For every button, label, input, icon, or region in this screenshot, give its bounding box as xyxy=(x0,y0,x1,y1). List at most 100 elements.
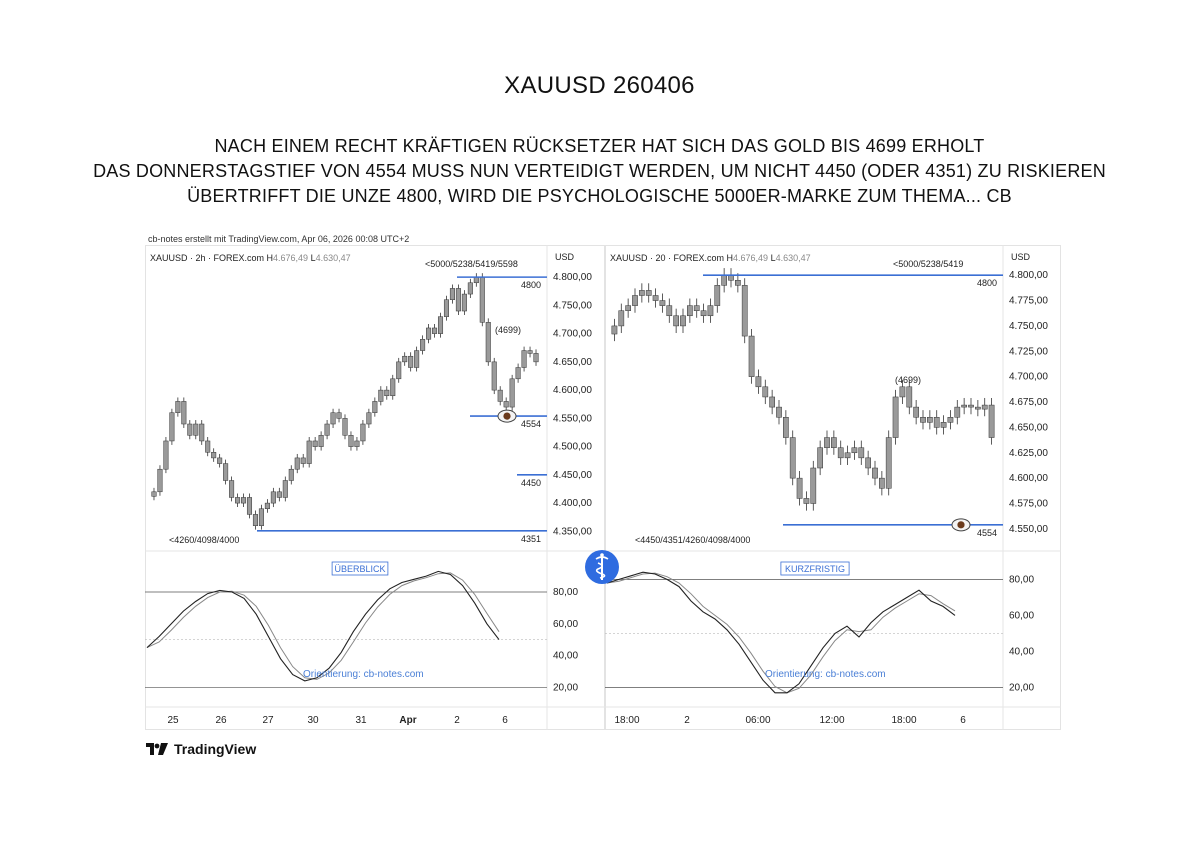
price-bar xyxy=(449,288,455,300)
price-bar xyxy=(402,355,408,363)
price-bar xyxy=(294,457,300,470)
price-bar xyxy=(372,401,378,413)
price-bar xyxy=(735,280,741,286)
y-tick-label: 4.400,00 xyxy=(553,498,592,509)
oscillator-signal-line xyxy=(606,572,956,694)
price-bar xyxy=(348,435,354,447)
oscillator-label: ÜBERBLICK xyxy=(334,564,385,574)
price-bar xyxy=(270,491,276,504)
y-tick-label: 4.450,00 xyxy=(553,470,592,481)
price-bar xyxy=(879,477,885,489)
price-bar xyxy=(899,386,906,398)
price-bar xyxy=(306,440,312,464)
price-bar xyxy=(282,480,288,498)
oscillator-tick-label: 80,00 xyxy=(553,587,578,598)
price-bar xyxy=(906,386,913,408)
y-tick-label: 4.700,00 xyxy=(1009,372,1048,383)
price-bar xyxy=(865,457,871,469)
price-bar xyxy=(354,440,360,447)
chart-panel-right[interactable]: XAUUSD · 20 · FOREX.com H4.676,49 L4.630… xyxy=(605,245,1061,730)
price-bar xyxy=(968,404,974,408)
price-bar xyxy=(229,480,235,498)
price-bar xyxy=(913,406,919,418)
price-bar xyxy=(330,412,336,425)
x-tick-label: 30 xyxy=(307,715,319,726)
y-tick-label: 4.550,00 xyxy=(1009,524,1048,535)
commentary-line-2: DAS DONNERSTAGSTIEF VON 4554 MUSS NUN VE… xyxy=(93,161,1106,181)
price-bar xyxy=(276,491,282,498)
price-bar xyxy=(687,305,693,317)
symbol-header: XAUUSD · 2h · FOREX.com H4.676,49 L4.630… xyxy=(150,253,351,263)
price-bar xyxy=(824,437,830,448)
price-bar xyxy=(831,437,837,448)
price-bar xyxy=(211,452,217,459)
price-bar xyxy=(817,447,823,469)
oscillator-label-box xyxy=(780,561,850,576)
x-tick-label: 6 xyxy=(960,715,966,726)
oscillator-label: KURZFRISTIG xyxy=(785,564,845,574)
price-bar xyxy=(892,396,899,438)
y-tick-label: 4.350,00 xyxy=(553,526,592,537)
price-bar xyxy=(467,282,473,295)
price-bar xyxy=(169,412,175,442)
price-bar xyxy=(618,310,625,327)
price-bar xyxy=(258,508,264,526)
price-bar xyxy=(533,353,539,363)
level-label: 4450 xyxy=(521,478,541,488)
price-bar xyxy=(384,389,390,397)
y-tick-label: 4.800,00 xyxy=(1009,270,1048,281)
price-bar xyxy=(342,418,348,436)
x-tick-label: 26 xyxy=(215,715,227,726)
price-bar xyxy=(366,412,372,425)
x-tick-label: 6 xyxy=(502,715,508,726)
price-bar xyxy=(810,467,817,504)
price-bar xyxy=(975,406,981,410)
y-tick-label: 4.625,00 xyxy=(1009,448,1048,459)
price-bar xyxy=(432,327,438,334)
price-bar xyxy=(755,376,762,388)
oscillator-watermark: Orientierung: cb-notes.com xyxy=(765,669,886,680)
price-bar xyxy=(521,350,527,368)
eye-pupil xyxy=(503,412,511,420)
commentary-line-1: NACH EINEM RECHT KRÄFTIGEN RÜCKSETZER HA… xyxy=(214,136,985,156)
price-bar xyxy=(837,447,844,459)
price-bar xyxy=(981,404,988,410)
price-bar xyxy=(803,498,810,504)
x-tick-label: 18:00 xyxy=(614,715,639,726)
x-tick-label: 31 xyxy=(355,715,367,726)
high-value: 4.676,49 xyxy=(273,253,311,263)
y-tick-label: 4.600,00 xyxy=(553,385,592,396)
price-bar xyxy=(396,361,402,380)
price-bar xyxy=(515,367,521,380)
price-bar xyxy=(927,417,933,423)
price-bar xyxy=(157,468,163,493)
price-bar xyxy=(693,305,700,311)
upside-targets-note: <5000/5238/5419/5598 xyxy=(425,259,518,269)
price-bar xyxy=(527,350,533,354)
caduceus-icon xyxy=(585,550,619,584)
panel-frame xyxy=(145,245,605,730)
x-tick-label: 27 xyxy=(262,715,274,726)
price-bar xyxy=(246,497,253,515)
oscillator-tick-label: 20,00 xyxy=(553,682,578,693)
oscillator-tick-label: 60,00 xyxy=(1009,610,1034,621)
level-label: 4800 xyxy=(521,280,541,290)
price-bar xyxy=(288,468,294,481)
price-bar xyxy=(455,288,461,312)
price-bar xyxy=(844,452,851,459)
chart-panel-left[interactable]: XAUUSD · 2h · FOREX.com H4.676,49 L4.630… xyxy=(145,245,605,730)
y-tick-label: 4.750,00 xyxy=(553,300,592,311)
price-bar xyxy=(163,440,169,470)
price-bar xyxy=(700,310,707,317)
tradingview-brand: TradingView xyxy=(146,741,256,757)
price-bar xyxy=(360,423,366,442)
price-bar xyxy=(673,315,679,327)
level-label: 4351 xyxy=(521,534,541,544)
oscillator-line xyxy=(606,571,956,694)
price-bar xyxy=(851,447,858,454)
price-bar xyxy=(390,378,396,397)
price-bar xyxy=(796,477,803,499)
price-bar xyxy=(473,276,479,284)
price-bar xyxy=(947,417,954,423)
low-prefix: L xyxy=(311,253,316,263)
